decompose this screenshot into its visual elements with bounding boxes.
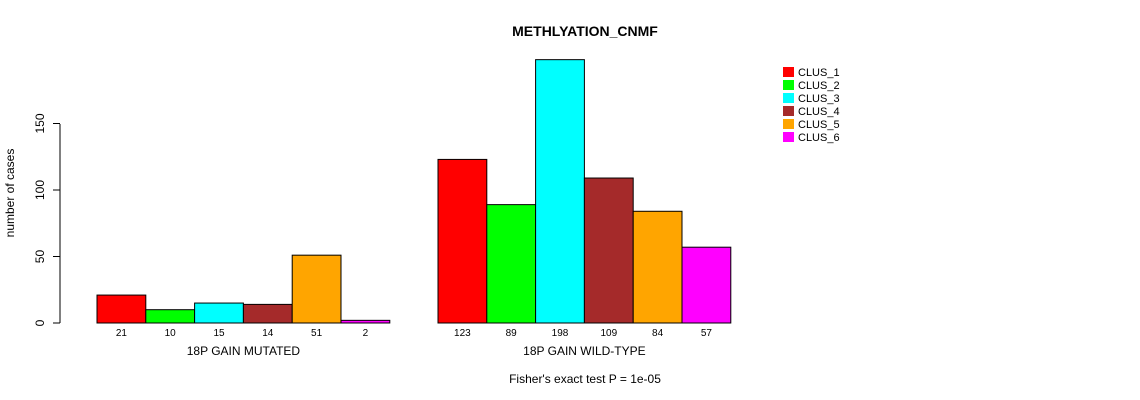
y-tick-label: 0 [33,319,47,326]
legend-swatch-clus-4 [783,106,794,116]
bar-value-label: 109 [600,328,617,339]
bar-mutated-clus-6 [340,319,391,324]
legend-swatch-clus-6 [783,132,794,142]
chart-title: METHLYATION_CNMF [512,23,658,39]
y-tick-label: 100 [33,180,47,200]
bar-mutated-clus-1 [96,294,147,324]
bar-value-label: 89 [506,328,518,339]
bar-mutated-clus-5 [291,254,342,324]
legend-label: CLUS_2 [798,80,840,92]
bar-value-label: 21 [116,328,128,339]
legend-label: CLUS_6 [798,132,840,144]
group-labels: 18P GAIN MUTATED 18P GAIN WILD-TYPE [187,344,646,358]
group-label: 18P GAIN WILD-TYPE [523,344,645,358]
legend-swatch-clus-2 [783,80,794,90]
bar-mutated-clus-3 [194,302,244,324]
group-label: 18P GAIN MUTATED [187,344,301,358]
bar-value-label: 57 [701,328,713,339]
bar-value-label: 123 [454,328,471,339]
legend-swatch-clus-3 [783,93,794,103]
legend-swatch-clus-1 [783,67,794,77]
bar-value-label: 14 [262,328,274,339]
bar-wild-type-clus-3 [535,59,585,324]
bar-mutated-clus-4 [242,303,293,324]
legend-label: CLUS_3 [798,93,840,105]
bar-value-label: 15 [213,328,225,339]
bar-value-label: 51 [311,328,323,339]
bar-mutated-clus-2 [145,309,196,324]
bar-value-label: 2 [363,328,369,339]
bar-value-labels: 21 10 15 14 51 2 123 89 198 109 84 57 [116,328,713,339]
y-tick-label: 150 [33,113,47,133]
legend-label: CLUS_5 [798,119,840,131]
bar-wild-type-clus-2 [486,204,537,324]
legend-swatch-clus-5 [783,119,794,129]
legend-label: CLUS_1 [798,67,840,79]
y-axis: 0 50 100 150 [33,113,61,326]
bars-layer [96,59,732,324]
y-tick-label: 50 [33,250,47,264]
bar-wild-type-clus-5 [632,210,683,324]
bar-value-label: 198 [552,328,569,339]
bar-wild-type-clus-4 [583,177,634,324]
bar-wild-type-clus-1 [437,158,488,324]
bar-value-label: 10 [165,328,177,339]
y-axis-label: number of cases [3,149,17,238]
legend-label: CLUS_4 [798,106,840,118]
fisher-test-note: Fisher's exact test P = 1e-05 [509,372,661,386]
bar-value-label: 84 [652,328,664,339]
bar-wild-type-clus-6 [681,246,732,324]
